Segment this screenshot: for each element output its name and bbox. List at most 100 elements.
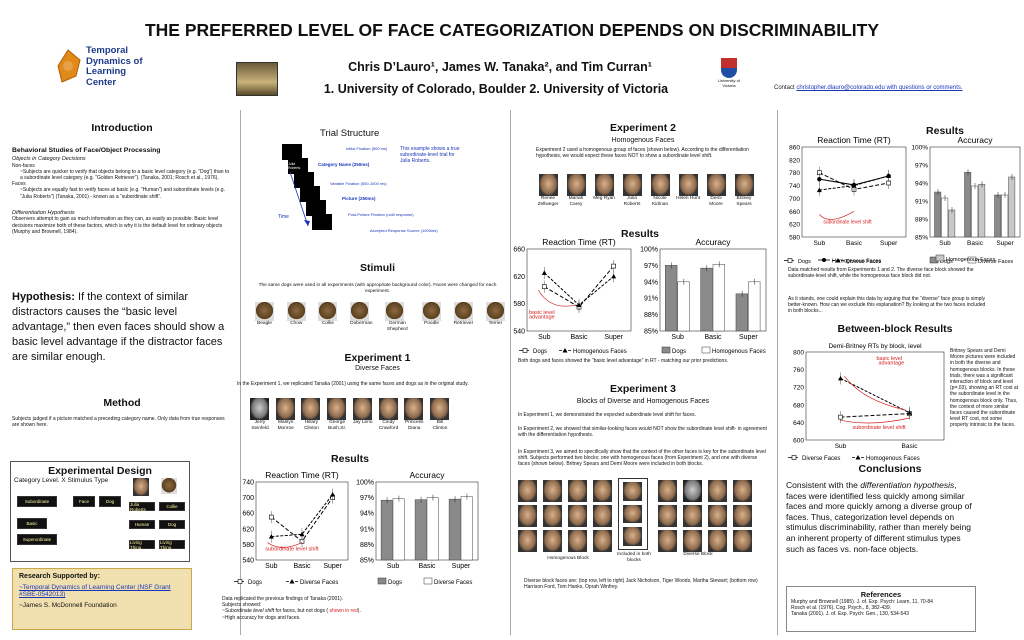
exp3-footer: Diverse block faces are: (top row, left … — [524, 578, 758, 591]
contact: Contact christopher.dlauro@colorado.edu … — [774, 85, 963, 91]
face-thumb — [538, 174, 558, 196]
dog-label: Beagle — [257, 321, 272, 326]
trial-tile — [300, 186, 320, 202]
x-tick-label: Sub — [939, 240, 951, 247]
y-tick-label: 740 — [242, 480, 254, 487]
series-line — [544, 265, 615, 308]
y-tick-label: 660 — [789, 209, 800, 216]
y-tick-label: 660 — [513, 247, 525, 254]
data-point — [886, 173, 891, 179]
face-thumb — [658, 480, 677, 502]
tdlc-logo: Temporal Dynamics of Learning Center — [54, 45, 174, 98]
tdlc-line: Dynamics of — [86, 55, 143, 67]
support-item-tdlc[interactable]: ~Temporal Dynamics of Learning Center (N… — [19, 584, 171, 598]
both-blocks-group — [618, 478, 648, 550]
contact-email-link[interactable]: christopher.dlauro@colorado.edu with que… — [796, 85, 963, 91]
face-thumb — [250, 398, 269, 420]
face-label: Britney Spears — [736, 196, 752, 207]
y-tick-label: 860 — [789, 145, 800, 152]
face-thumb — [594, 174, 614, 196]
advantage-label: basic level — [877, 356, 903, 362]
dog-thumb — [286, 302, 306, 321]
exp-design-subtitle: Category Level. X Stimulus Type — [14, 477, 109, 484]
bar — [712, 264, 726, 332]
chart-title: Accuracy — [958, 135, 994, 145]
face-label: Princess Diana — [405, 420, 424, 431]
bar — [971, 185, 979, 238]
dog-thumb — [453, 302, 473, 321]
x-tick-label: Sub — [538, 334, 551, 341]
x-tick-label: Super — [996, 240, 1014, 247]
advantage-label: advantage — [879, 360, 905, 366]
legend-marker — [835, 258, 841, 263]
bar — [426, 497, 439, 561]
plot-frame — [526, 248, 632, 332]
legend-marker — [237, 579, 243, 584]
dog-label: Retriever — [453, 321, 474, 326]
face-label: Mariah Carey — [568, 196, 584, 207]
support-heading: Research Supported by: — [19, 573, 100, 580]
face-thumb — [301, 398, 321, 420]
face-thumb — [733, 505, 752, 527]
bar — [934, 191, 942, 238]
advantage-label: basic level — [529, 310, 555, 316]
objects-heading: Objects in Category Decisions — [12, 156, 86, 162]
reference-item: Tanaka (2001). J. of. Exp. Psych: Gen., … — [791, 611, 909, 618]
chart-title: Reaction Time (RT) — [817, 135, 891, 145]
design-dog-thumb — [161, 478, 177, 494]
legend-marker — [289, 579, 295, 584]
face-thumb — [543, 505, 562, 527]
column-divider — [777, 110, 778, 635]
bar — [380, 499, 393, 561]
face-thumb — [658, 530, 677, 552]
dog-item: Poodle — [422, 302, 441, 332]
face-item: Hillary Clinton — [301, 398, 321, 431]
legend-marker — [562, 348, 568, 353]
x-tick-label: Basic — [293, 563, 311, 570]
hypothesis: Hypothesis: If the context of similar di… — [12, 290, 237, 365]
bar — [994, 194, 1002, 238]
exp-design-heading: Experimental Design — [48, 465, 152, 477]
trial-tile — [282, 144, 302, 160]
exp2-acc-chart: Accuracy 85% 88% 91% 94% 97% 100% Sub Basic Super… — [640, 237, 767, 355]
y-tick-label: 97% — [644, 263, 658, 270]
face-thumb — [543, 480, 562, 502]
exp3-p2: In Experiment 2, we showed that similar-… — [518, 426, 767, 439]
y-tick-label: 91% — [915, 199, 928, 206]
trial-step: Picture (250ms) — [342, 196, 376, 201]
poster-title: THE PREFERRED LEVEL OF FACE CATEGORIZATI… — [144, 20, 880, 40]
bar — [448, 498, 461, 561]
face-thumb — [658, 505, 677, 527]
face-label: Marilyn Monroe — [277, 420, 294, 431]
bar — [748, 281, 761, 332]
face-label: Jerry Seinfeld — [251, 420, 269, 431]
conclusions-text: Consistent with the differentiation hypo… — [786, 480, 976, 554]
reference-item: Rosch et al. (1976). Cog. Psych., 8, 382… — [791, 605, 892, 612]
authors: Chris D’Lauro¹, James W. Tanaka², and Ti… — [348, 60, 652, 74]
exp1-faces: Jerry Seinfeld Marilyn Monroe Hillary Cl… — [250, 398, 450, 431]
face-label: George Bush,Sr. — [328, 420, 347, 431]
y-tick-label: 94% — [644, 279, 658, 286]
legend-marker — [791, 455, 797, 460]
face-thumb — [568, 480, 587, 502]
intro-bullet: ~Subjects are quicker to verify that obj… — [20, 168, 230, 181]
affiliations: 1. University of Colorado, Boulder 2. Un… — [323, 82, 669, 96]
legend-swatch — [423, 577, 433, 585]
face-thumb — [623, 482, 642, 501]
face-thumb — [733, 480, 752, 502]
exp3-acc-chart: Accuracy 85% 88% 91% 94% 97% 100% Sub Basic Super… — [911, 135, 1021, 265]
x-tick-label: Super — [604, 334, 623, 341]
face-thumb — [518, 530, 537, 552]
exp1-footer-part: for faces, but not dogs ( — [274, 608, 330, 615]
y-tick-label: 94% — [360, 511, 374, 518]
exp1-footer-line: ~Subordinate level shift for faces, but … — [222, 608, 502, 614]
data-point — [851, 182, 857, 188]
legend-label: Homogenous Faces — [573, 349, 627, 355]
data-point — [542, 284, 547, 289]
face-label: Julia Roberts — [623, 196, 641, 207]
bar — [948, 209, 956, 238]
legend-label: Dogs — [388, 580, 402, 586]
bar — [700, 267, 713, 332]
trial-diagram: Julia Roberts Initial Fixation (500 ms) … — [250, 140, 505, 250]
dog-item: Collie — [318, 302, 338, 332]
